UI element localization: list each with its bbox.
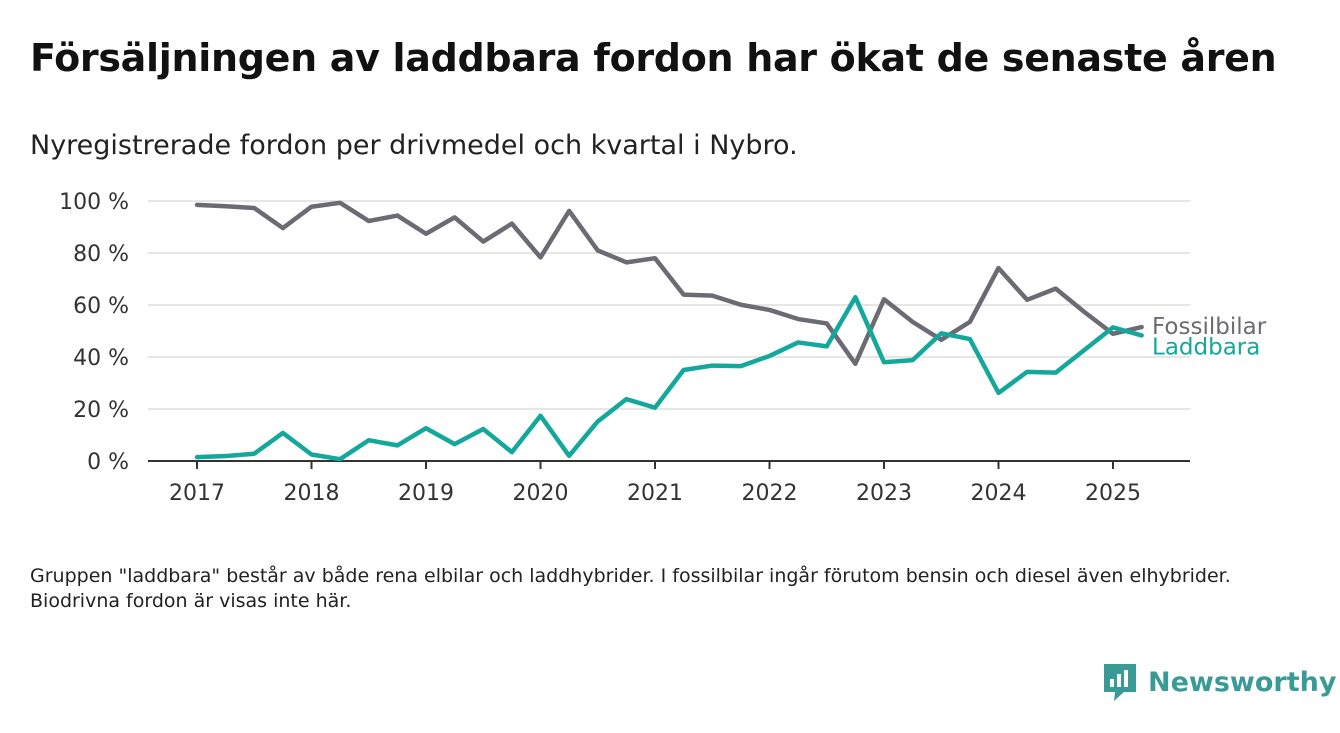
- x-tick-label: 2017: [169, 481, 225, 506]
- x-tick-label: 2023: [856, 481, 912, 506]
- x-tick-label: 2019: [398, 481, 454, 506]
- brand-logo[interactable]: Newsworthy: [1102, 662, 1336, 702]
- y-tick-label: 100 %: [59, 190, 129, 215]
- y-tick-label: 60 %: [73, 294, 129, 319]
- chart-subtitle: Nyregistrerade fordon per drivmedel och …: [30, 130, 798, 161]
- x-tick-label: 2021: [627, 481, 683, 506]
- x-tick-label: 2020: [513, 481, 569, 506]
- series-label-fossil: Fossilbilar: [1152, 314, 1267, 340]
- y-tick-label: 80 %: [73, 242, 129, 267]
- newsworthy-logo-icon: [1104, 664, 1136, 701]
- x-tick-label: 2025: [1085, 481, 1141, 506]
- brand-name: Newsworthy: [1148, 666, 1337, 698]
- series-label-laddbara: Laddbara: [1152, 334, 1260, 360]
- grid-lines: [148, 200, 1190, 410]
- series-line-laddbara: [194, 294, 1144, 462]
- series-lines: [194, 200, 1144, 462]
- chart-title: Försäljningen av laddbara fordon har öka…: [30, 36, 1277, 80]
- series-line-fossil: [194, 200, 1144, 367]
- x-tick-label: 2022: [742, 481, 798, 506]
- y-tick-label: 40 %: [73, 346, 129, 371]
- y-tick-label: 0 %: [87, 450, 129, 475]
- y-axis-tick-labels: 0 % 20 % 40 % 60 % 80 % 100 %: [59, 190, 129, 475]
- line-chart: 0 % 20 % 40 % 60 % 80 % 100 % 2017 2018 2019 202…: [59, 190, 1267, 506]
- y-tick-label: 20 %: [73, 398, 129, 423]
- x-tick-label: 2024: [971, 481, 1027, 506]
- x-axis: 2017 2018 2019 2020 2021 2022 2023 2024 2025: [148, 460, 1190, 506]
- x-tick-label: 2018: [284, 481, 340, 506]
- footnote: Gruppen "laddbara" består av både rena e…: [30, 565, 1231, 612]
